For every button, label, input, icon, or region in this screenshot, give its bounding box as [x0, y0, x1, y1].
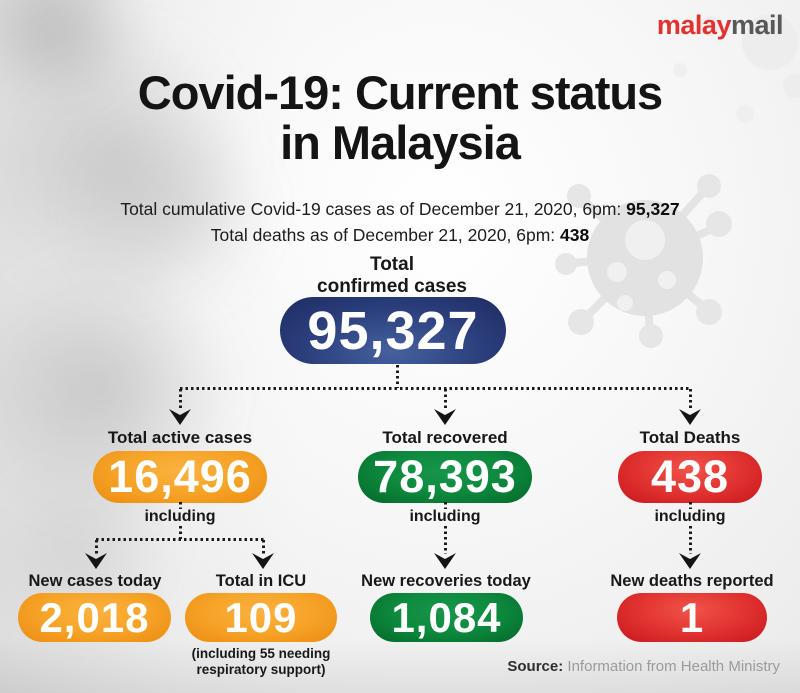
connector-active-drop	[179, 389, 182, 410]
new-deaths-reported-today-pill: 1	[617, 593, 767, 642]
connector-recovered-drop	[444, 389, 447, 410]
arrow-down-icon	[434, 409, 456, 425]
including-label-recovered: including	[409, 508, 481, 525]
total-active-cases-label: Total active cases	[107, 428, 253, 447]
connector-segment	[444, 502, 447, 509]
subtitle-line1: Total cumulative Covid-19 cases as of De…	[0, 196, 800, 222]
total-confirmed-cases-label: Total confirmed cases	[317, 254, 467, 297]
connector-segment	[179, 502, 182, 509]
new-recoveries-today-pill: 1,084	[370, 593, 523, 642]
connector-new-cases-drop	[95, 540, 98, 554]
source-label: Source:	[507, 658, 564, 675]
background-photo-blob	[0, 30, 260, 290]
source-line: Source: Information from Health Ministry	[507, 658, 780, 675]
total-recovered-label: Total recovered	[382, 428, 508, 447]
malaymail-logo: malaymail	[656, 10, 784, 40]
background-photo-blob	[60, 120, 280, 300]
arrow-down-icon	[679, 553, 701, 569]
logo-text-mail: mail	[730, 10, 784, 40]
background-bottom-shade	[0, 638, 800, 693]
page-title-line2: in Malaysia	[280, 116, 521, 170]
page-title-line1: Covid-19: Current status	[137, 66, 663, 119]
total-in-icu-pill: 109	[185, 593, 337, 642]
arrow-down-icon	[434, 553, 456, 569]
connector-deaths-drop	[689, 389, 692, 410]
connector-active-split-rail	[96, 538, 264, 541]
total-recovered-pill: 78,393	[358, 451, 532, 503]
total-deaths-pill: 438	[618, 451, 762, 503]
page-title: Covid-19: Current status in Malaysia	[0, 66, 800, 170]
logo-text-malay: malay	[656, 10, 732, 40]
new-cases-today-label: New cases today	[28, 572, 162, 590]
icu-note: (including 55 needing respiratory suppor…	[191, 646, 331, 677]
including-label-active: including	[144, 508, 216, 525]
new-cases-today-pill: 2,018	[18, 593, 171, 642]
total-deaths-label: Total Deaths	[639, 428, 741, 447]
including-label-deaths: including	[654, 508, 726, 525]
subtitle: Total cumulative Covid-19 cases as of De…	[0, 196, 800, 249]
virus-watermark-icon	[555, 174, 732, 348]
new-recoveries-today-label: New recoveries today	[361, 572, 531, 590]
subtitle-line1-text: Total cumulative Covid-19 cases as of De…	[120, 199, 622, 219]
background-photo-wash	[0, 0, 300, 693]
connector-root-stem	[396, 365, 399, 388]
connector-new-recoveries-drop	[444, 526, 447, 554]
subtitle-line2-value: 438	[560, 225, 590, 246]
connector-icu-drop	[262, 540, 265, 554]
connector-segment	[689, 502, 692, 509]
virus-watermark-small-icon	[673, 14, 800, 123]
connector-level1-rail	[180, 387, 691, 390]
total-in-icu-label: Total in ICU	[215, 572, 307, 590]
arrow-down-icon	[169, 409, 191, 425]
subtitle-line1-value: 95,327	[626, 199, 680, 219]
subtitle-line2: Total deaths as of December 21, 2020, 6p…	[0, 222, 800, 248]
connector-active-split-stem	[179, 526, 182, 539]
arrow-down-icon	[85, 553, 107, 569]
total-active-cases-pill: 16,496	[93, 451, 267, 503]
total-confirmed-cases-pill: 95,327	[280, 297, 506, 364]
source-text: Information from Health Ministry	[567, 658, 780, 675]
arrow-down-icon	[679, 409, 701, 425]
arrow-down-icon	[252, 553, 274, 569]
subtitle-line2-text: Total deaths as of December 21, 2020, 6p…	[210, 225, 556, 246]
connector-new-deaths-drop	[689, 526, 692, 554]
